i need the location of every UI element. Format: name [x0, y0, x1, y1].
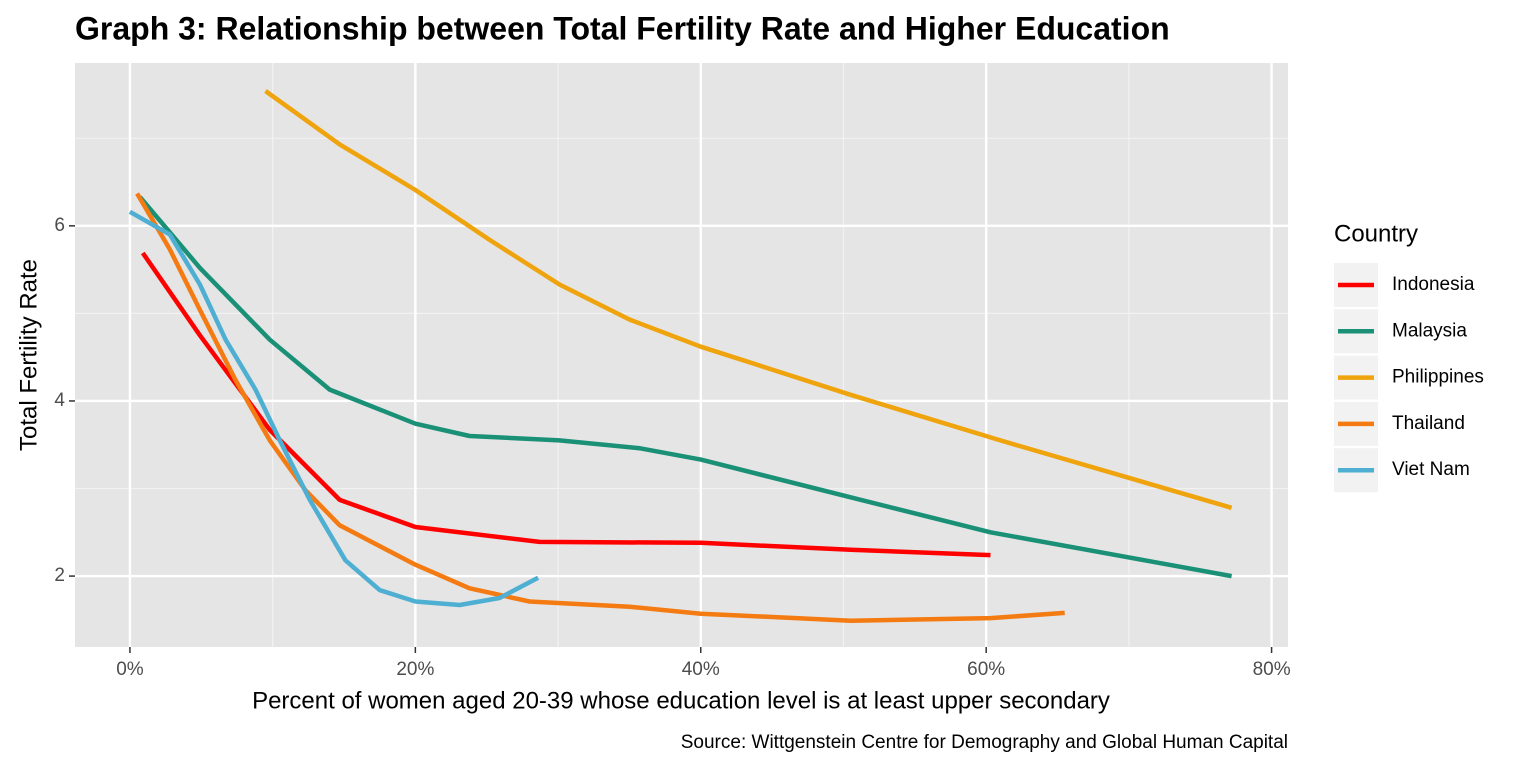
series-line [138, 195, 1233, 579]
x-tick-label: 40% [682, 659, 720, 680]
y-tick-label: 2 [54, 565, 65, 586]
grid [75, 63, 1288, 647]
series-line [135, 192, 1065, 623]
legend-label: Indonesia [1392, 274, 1475, 295]
caption: Source: Wittgenstein Centre for Demograp… [681, 732, 1288, 753]
legend-label: Malaysia [1392, 320, 1467, 341]
legend-label: Thailand [1392, 413, 1465, 434]
x-axis-label: Percent of women aged 20-39 whose educat… [252, 687, 1110, 714]
y-tick-label: 6 [54, 215, 65, 236]
plot-panel [75, 63, 1288, 647]
chart-title: Graph 3: Relationship between Total Fert… [75, 10, 1170, 46]
y-axis-label: Total Fertility Rate [15, 259, 42, 451]
series-line [128, 209, 540, 608]
legend-title: Country [1334, 220, 1418, 247]
legend-label: Philippines [1392, 367, 1484, 388]
y-tick-label: 4 [54, 390, 65, 411]
series-line [264, 89, 1233, 510]
x-tick-label: 60% [967, 659, 1005, 680]
lines [128, 89, 1233, 623]
legend-label: Viet Nam [1392, 459, 1470, 480]
x-tick-label: 20% [396, 659, 434, 680]
x-tick-label: 80% [1253, 659, 1291, 680]
x-tick-label: 0% [116, 659, 144, 680]
legend: Indonesia Malaysia Philippines Thailand Viet… [1334, 263, 1484, 493]
series-line [140, 251, 991, 558]
